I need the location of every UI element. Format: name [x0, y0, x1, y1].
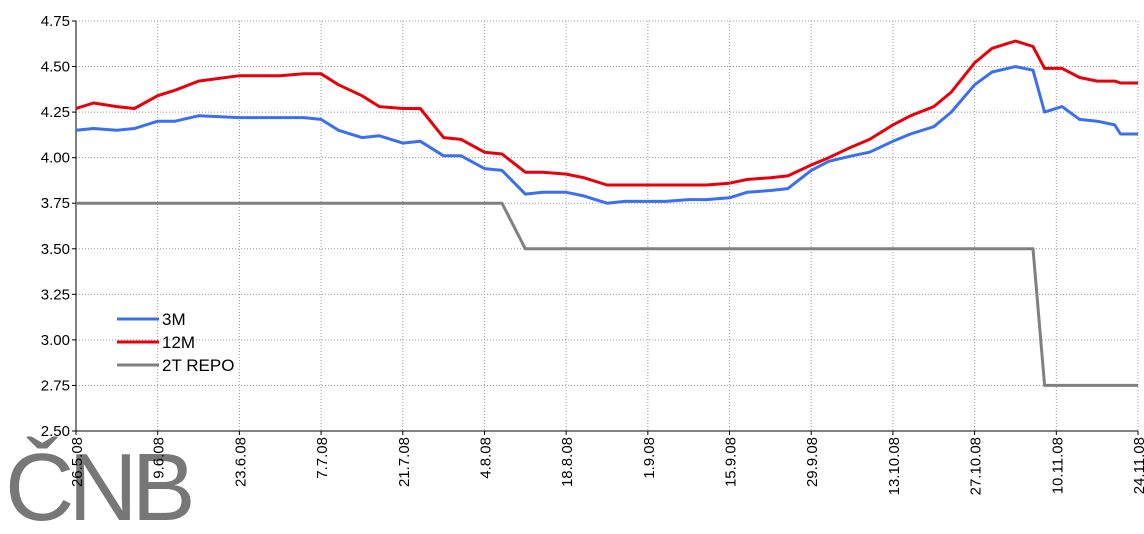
- x-tick-label: 24.11.08: [1131, 437, 1144, 494]
- x-tick-label: 18.8.08: [559, 437, 576, 487]
- legend-label: 3M: [162, 310, 186, 329]
- x-tick-label: 4.8.08: [477, 437, 494, 479]
- legend-label: 12M: [162, 333, 195, 352]
- series-line: [75, 39, 1138, 187]
- legend-label: 2T REPO: [162, 356, 234, 375]
- x-tick-label: 1.9.08: [641, 437, 658, 479]
- y-tick-label: 4.50: [41, 59, 70, 76]
- logo: ČNB: [5, 434, 191, 534]
- y-tick-label: 3.50: [41, 241, 70, 258]
- series-line: [75, 65, 1138, 205]
- x-tick-label: 27.10.08: [968, 437, 985, 495]
- x-tick-label: 23.6.08: [232, 437, 249, 487]
- x-tick-label: 15.9.08: [723, 437, 740, 487]
- y-tick-label: 3.75: [41, 195, 70, 212]
- x-tick-label: 10.11.08: [1049, 437, 1066, 494]
- x-tick-label: 13.10.08: [886, 437, 903, 495]
- y-tick-label: 4.00: [41, 150, 70, 167]
- x-tick-label: 9.6.08: [151, 437, 168, 479]
- x-tick-label: 29.9.08: [804, 437, 821, 487]
- x-tick-label: 26.5.08: [69, 437, 86, 487]
- y-tick-label: 2.75: [41, 377, 70, 394]
- y-tick-label: 4.25: [41, 104, 70, 121]
- series-line: [76, 201, 1138, 387]
- x-tick-label: 21.7.08: [396, 437, 413, 487]
- y-tick-label: 4.75: [41, 13, 70, 30]
- y-tick-label: 3.00: [41, 332, 70, 349]
- y-tick-label: 3.25: [41, 286, 70, 303]
- x-tick-label: 7.7.08: [314, 437, 331, 479]
- y-tick-label: 2.50: [41, 423, 70, 440]
